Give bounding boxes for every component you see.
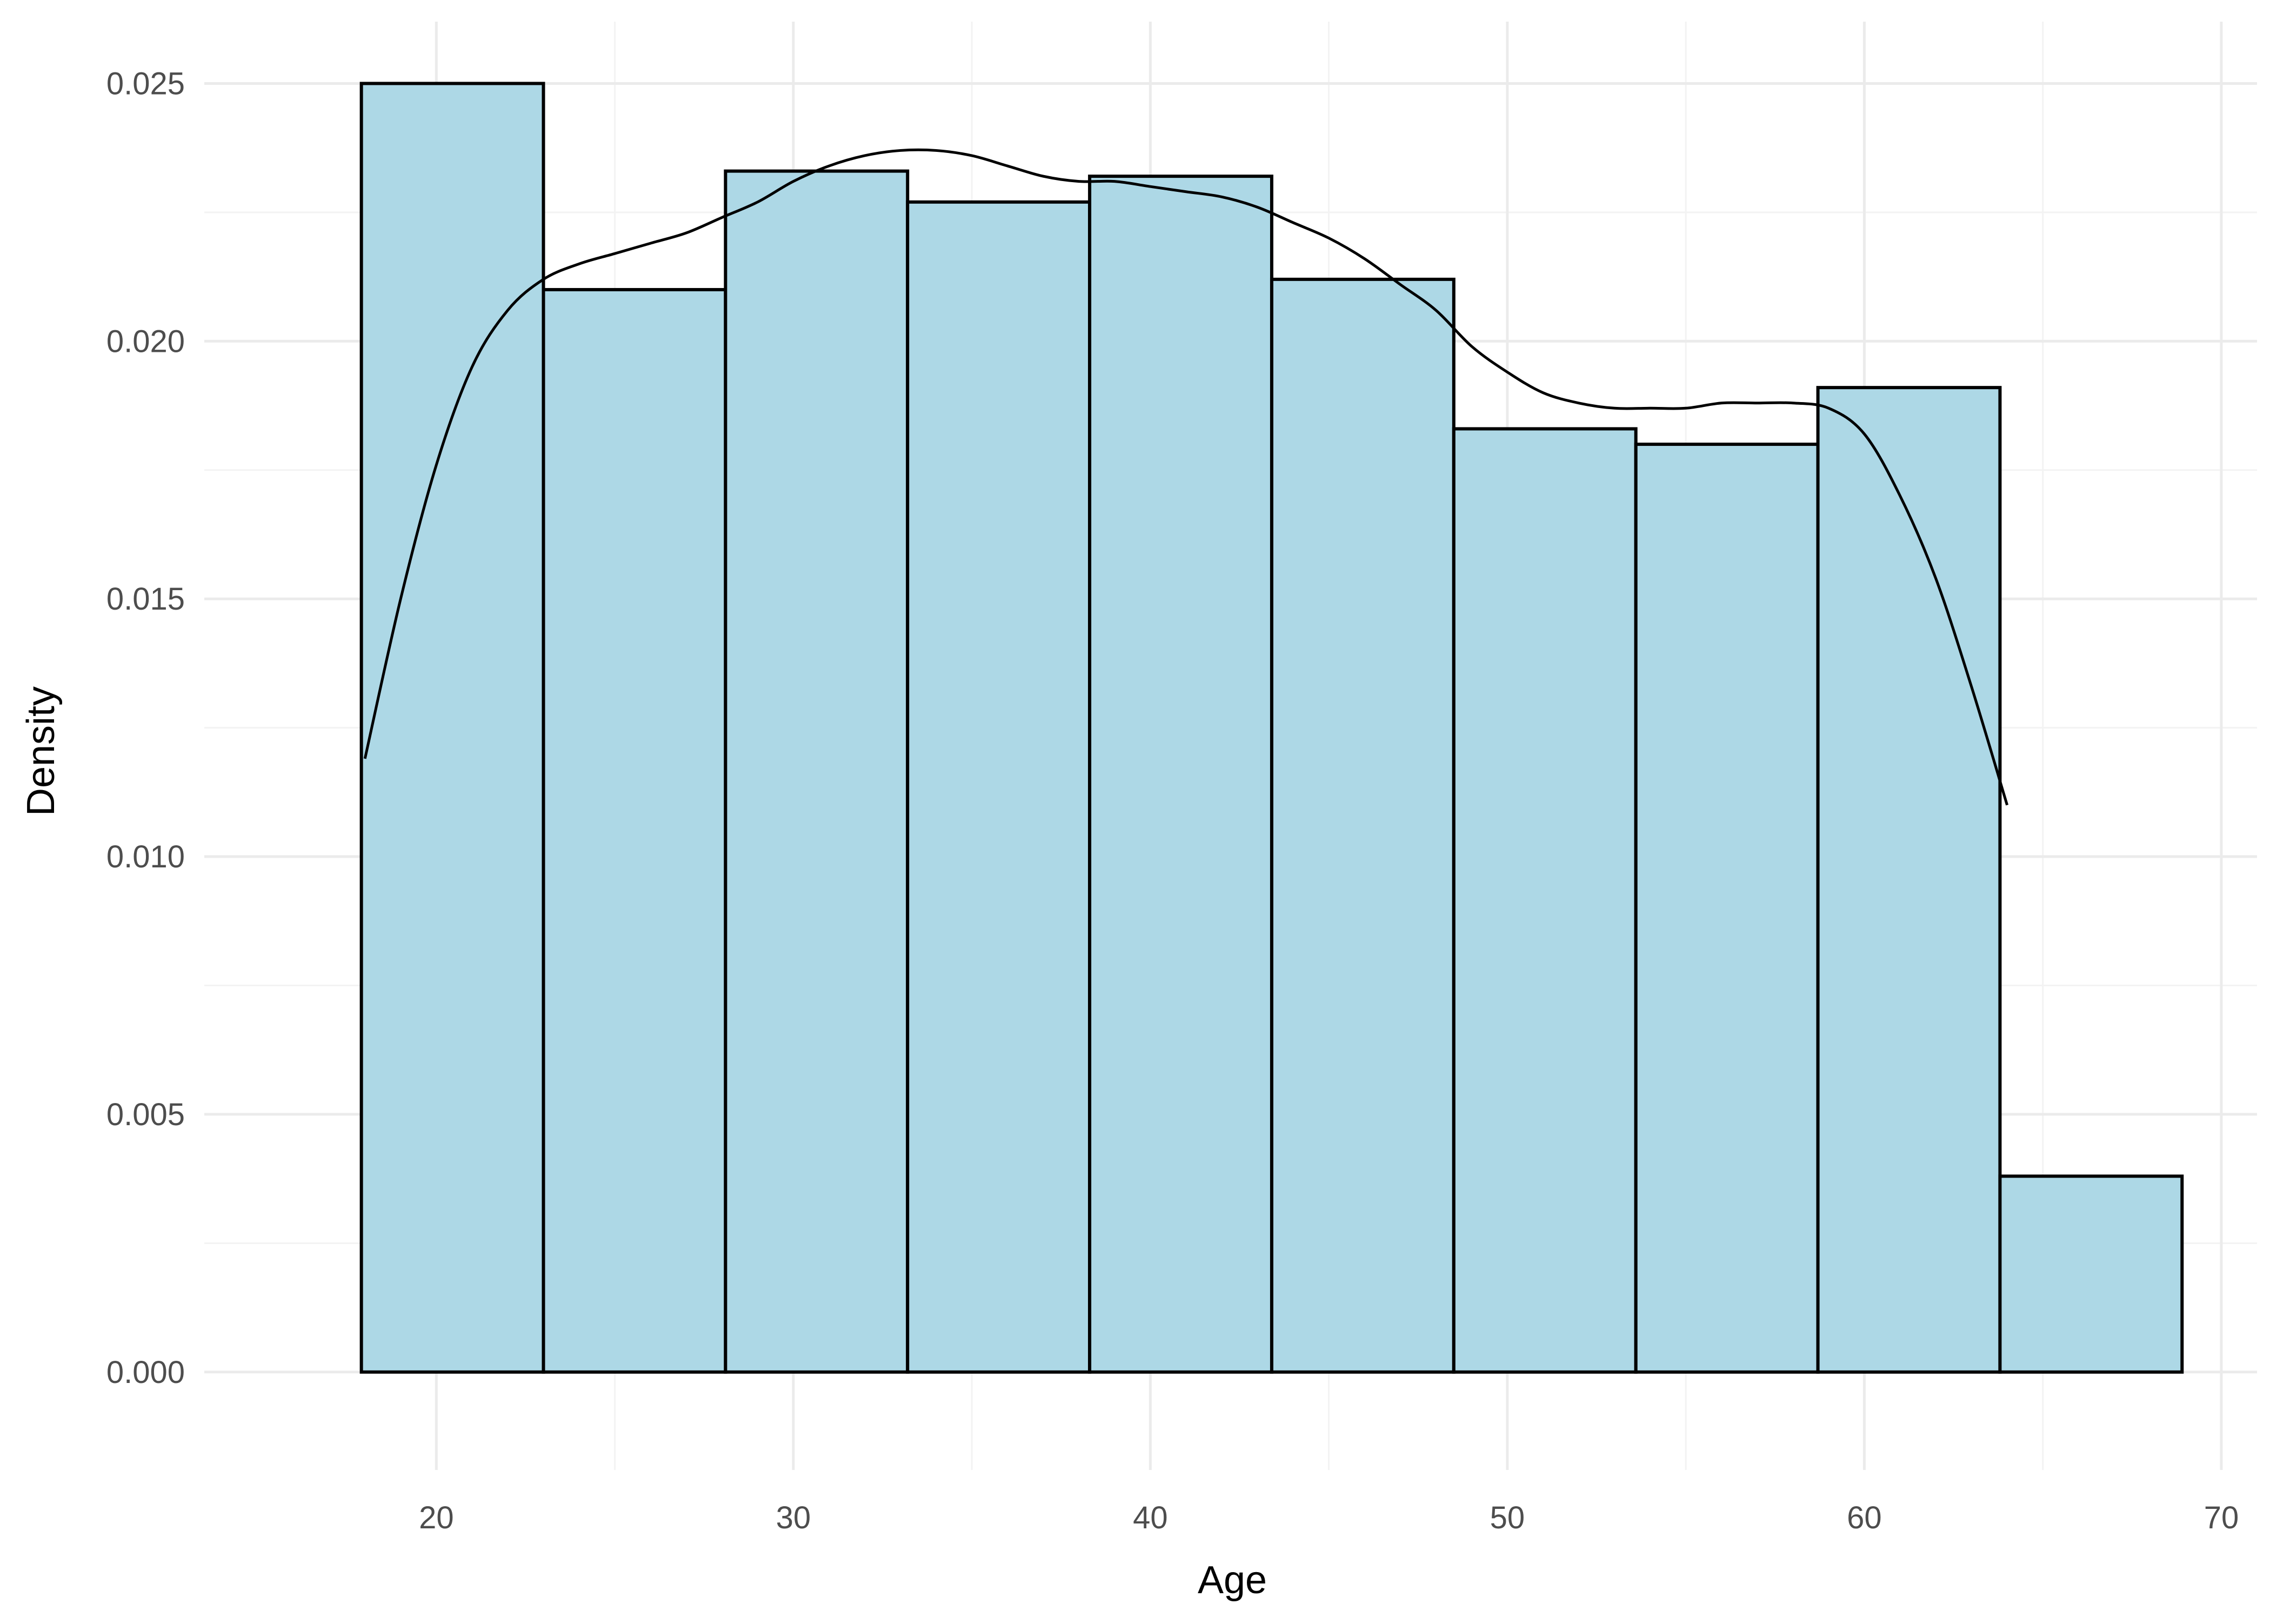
histogram-bar-10 (1998, 1174, 2184, 1374)
histogram-bar-7 (1452, 427, 1638, 1374)
y-tick-label: 0.005 (106, 1097, 185, 1132)
density-curve (363, 148, 2009, 806)
histogram-bar-4 (906, 200, 1092, 1374)
histogram-bar-5 (1088, 175, 1273, 1374)
x-axis-title: Age (1198, 1559, 1267, 1602)
x-tick-label: 60 (1847, 1500, 1882, 1535)
y-tick-label: 0.025 (106, 66, 185, 101)
histogram-bar-3 (724, 169, 910, 1374)
x-tick-label: 70 (2204, 1500, 2239, 1535)
y-axis-ticks: 0.000 0.005 0.010 0.015 0.020 0.025 (106, 66, 185, 1389)
histogram-bar-1 (359, 82, 545, 1374)
y-tick-label: 0.020 (106, 324, 185, 359)
x-tick-label: 50 (1490, 1500, 1525, 1535)
y-tick-label: 0.015 (106, 582, 185, 617)
x-tick-label: 40 (1133, 1500, 1168, 1535)
histogram-bar-2 (542, 288, 727, 1374)
histogram-bar-6 (1270, 277, 1456, 1374)
density-curve-layer (363, 148, 2009, 806)
x-tick-label: 30 (776, 1500, 811, 1535)
x-tick-label: 20 (419, 1500, 454, 1535)
histogram-bar-9 (1816, 386, 2002, 1374)
y-tick-label: 0.000 (106, 1355, 185, 1390)
y-axis-title: Density (19, 686, 63, 816)
histogram-bar-8 (1634, 443, 1820, 1374)
x-axis-ticks: 20 30 40 50 60 70 (419, 1500, 2239, 1535)
y-tick-label: 0.010 (106, 839, 185, 874)
histogram-bars (359, 82, 2184, 1374)
